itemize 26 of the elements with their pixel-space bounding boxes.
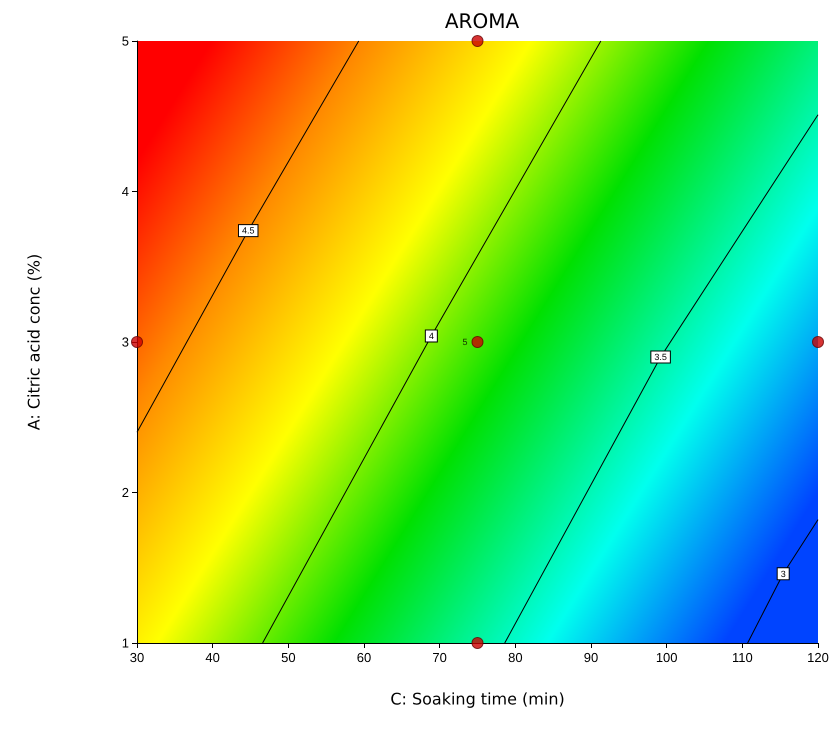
point bbox=[472, 637, 484, 649]
point bbox=[131, 336, 143, 348]
y-tick-label: 3 bbox=[122, 334, 129, 350]
x-tick-label: 60 bbox=[356, 650, 372, 665]
x-tick-label: 40 bbox=[205, 650, 220, 665]
x-tick-label: 120 bbox=[807, 650, 829, 665]
y-tick-label: 5 bbox=[122, 34, 129, 48]
series-label: 3 bbox=[780, 568, 786, 579]
x-tick-label: 100 bbox=[656, 650, 678, 665]
x-axis-title: C: Soaking time (min) bbox=[390, 690, 565, 708]
x-tick-label: 70 bbox=[432, 650, 447, 665]
y-axis-title: A: Citric acid conc (%) bbox=[24, 254, 44, 430]
x-tick-label: 80 bbox=[508, 650, 523, 665]
series-label: 4 bbox=[428, 330, 434, 341]
x-tick-label: 50 bbox=[281, 650, 296, 665]
point bbox=[812, 336, 824, 348]
annotation: 5 bbox=[462, 337, 468, 347]
y-tick-label: 2 bbox=[122, 485, 129, 500]
y-tick-label: 1 bbox=[122, 636, 129, 650]
x-tick-label: 90 bbox=[584, 650, 598, 665]
x-tick-label: 30 bbox=[130, 650, 144, 665]
x-tick-label: 110 bbox=[732, 650, 753, 665]
y-tick-label: 4 bbox=[122, 184, 129, 199]
point bbox=[472, 35, 484, 47]
chart-title: AROMA bbox=[444, 9, 520, 33]
point bbox=[472, 336, 484, 348]
